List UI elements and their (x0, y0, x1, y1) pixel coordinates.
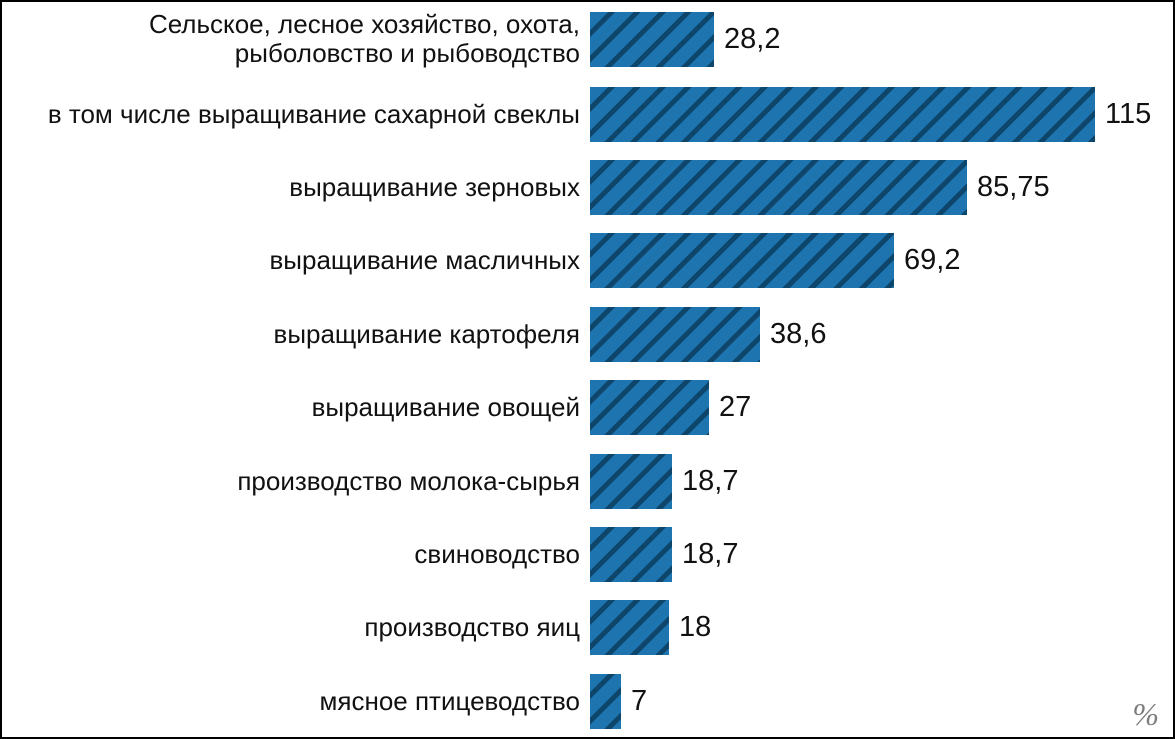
bar-label: выращивание масличных (269, 245, 580, 276)
bar-value: 18,7 (682, 464, 739, 497)
chart-rows: Сельское, лесное хозяйство, охота, рыбол… (2, 9, 1173, 729)
bar-value: 115 (1105, 97, 1152, 130)
bar (590, 86, 1095, 142)
bar (590, 306, 760, 362)
bar (590, 160, 967, 216)
bar-label: выращивание картофеля (273, 318, 581, 349)
bar-label: производство молока-сырья (237, 465, 580, 496)
bar (590, 527, 672, 583)
chart-row: выращивание зерновых 85,75 (2, 160, 1173, 216)
bar-value: 69,2 (904, 244, 961, 277)
bar-label: Сельское, лесное хозяйство, охота, рыбол… (148, 9, 580, 69)
bar-wrap: 7 (590, 673, 1173, 729)
bar-wrap: 69,2 (590, 233, 1173, 289)
bar (590, 600, 669, 656)
bar-wrap: 18 (590, 600, 1173, 656)
unit-label: % (1132, 696, 1159, 732)
bar-label: выращивание овощей (311, 392, 580, 423)
bar-wrap: 115 (590, 86, 1173, 142)
bar-value: 85,75 (977, 171, 1050, 204)
bar-value: 18 (679, 611, 712, 644)
bar-wrap: 85,75 (590, 160, 1173, 216)
chart-row: выращивание овощей 27 (2, 380, 1173, 436)
bar-value: 7 (631, 684, 648, 717)
bar (590, 11, 714, 67)
bar-wrap: 18,7 (590, 453, 1173, 509)
bar-label: мясное птицеводство (319, 685, 581, 716)
bar-value: 28,2 (724, 22, 781, 55)
chart-row: выращивание масличных 69,2 (2, 233, 1173, 289)
chart-row: выращивание картофеля 38,6 (2, 306, 1173, 362)
chart-row: Сельское, лесное хозяйство, охота, рыбол… (2, 9, 1173, 69)
bar-wrap: 18,7 (590, 527, 1173, 583)
chart-row: производство молока-сырья 18,7 (2, 453, 1173, 509)
bar-wrap: 27 (590, 380, 1173, 436)
bar-label: производство яиц (364, 612, 580, 643)
bar-label: выращивание зерновых (289, 171, 580, 202)
bar-value: 38,6 (770, 317, 827, 350)
bar (590, 453, 672, 509)
bar-value: 18,7 (682, 538, 739, 571)
bar-value: 27 (719, 391, 752, 424)
bar-wrap: 28,2 (590, 11, 1173, 67)
bar (590, 233, 894, 289)
bar (590, 380, 709, 436)
bar-label: в том числе выращивание сахарной свеклы (47, 98, 580, 129)
chart-row: свиноводство 18,7 (2, 527, 1173, 583)
chart-row: мясное птицеводство 7 (2, 673, 1173, 729)
bar-label: свиноводство (414, 539, 580, 569)
chart-row: производство яиц 18 (2, 600, 1173, 656)
bar (590, 673, 621, 729)
chart-row: в том числе выращивание сахарной свеклы … (2, 86, 1173, 142)
bar-wrap: 38,6 (590, 306, 1173, 362)
